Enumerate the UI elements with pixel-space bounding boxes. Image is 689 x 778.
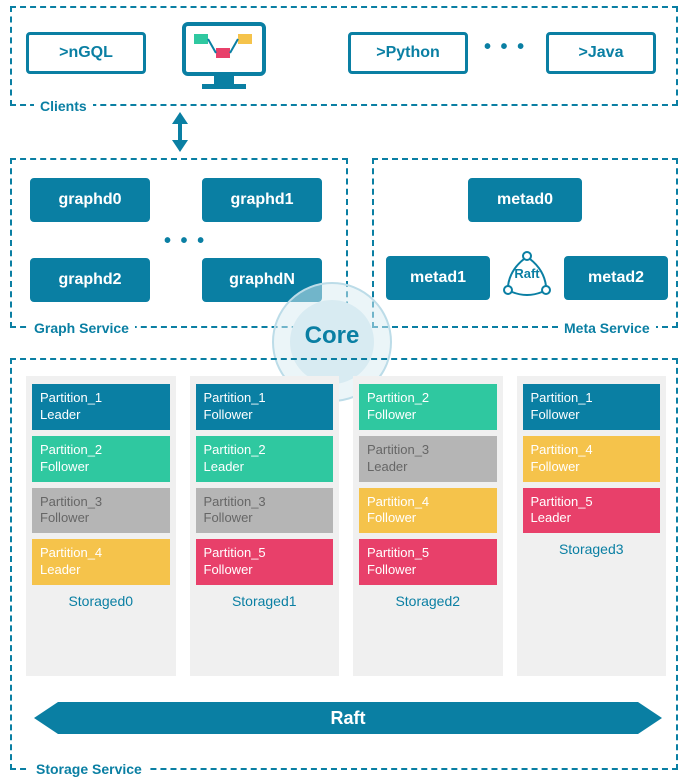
graph-service-label: Graph Service — [28, 320, 135, 336]
storage-name: Storaged0 — [32, 593, 170, 609]
graphdN-label: graphdN — [229, 271, 295, 289]
metad1-label: metad1 — [410, 269, 466, 287]
partition-box: Partition_2Follower — [32, 436, 170, 482]
core-label: Core — [300, 322, 364, 350]
partition-box: Partition_1Leader — [32, 384, 170, 430]
partition-box: Partition_2Leader — [196, 436, 334, 482]
metad1-box: metad1 — [386, 256, 490, 300]
storage-service-container: Partition_1LeaderPartition_2FollowerPart… — [10, 358, 678, 770]
graphd0-box: graphd0 — [30, 178, 150, 222]
graphd1-box: graphd1 — [202, 178, 322, 222]
partition-box: Partition_4Follower — [359, 488, 497, 534]
raft-bar-label: Raft — [331, 708, 366, 729]
raft-icon: Raft — [498, 246, 556, 304]
partition-box: Partition_3Follower — [32, 488, 170, 534]
partition-box: Partition_3Follower — [196, 488, 334, 534]
graph-dots: • • • — [164, 230, 206, 253]
partition-box: Partition_5Follower — [359, 539, 497, 585]
clients-dots: • • • — [484, 36, 526, 59]
ngql-label: >nGQL — [59, 44, 113, 62]
storage-name: Storaged1 — [196, 593, 334, 609]
graphd2-label: graphd2 — [58, 271, 121, 289]
storage-name: Storaged3 — [523, 541, 661, 557]
meta-service-container: metad0 metad1 metad2 Raft — [372, 158, 678, 328]
partition-box: Partition_2Follower — [359, 384, 497, 430]
clients-label: Clients — [34, 98, 93, 114]
partition-box: Partition_5Follower — [196, 539, 334, 585]
metad0-box: metad0 — [468, 178, 582, 222]
storage-column: Partition_1Follower Partition_4Follower Pa… — [517, 376, 667, 676]
python-label: >Python — [376, 44, 440, 62]
metad2-label: metad2 — [588, 269, 644, 287]
storage-service-label: Storage Service — [30, 761, 148, 777]
graphd2-box: graphd2 — [30, 258, 150, 302]
raft-label: Raft — [498, 266, 556, 281]
raft-bar: Raft — [58, 702, 638, 734]
java-box: >Java — [546, 32, 656, 74]
storage-column: Partition_1Leader Partition_2Follower Part… — [26, 376, 176, 676]
java-label: >Java — [579, 44, 624, 62]
meta-service-label: Meta Service — [558, 320, 656, 336]
partition-box: Partition_4Leader — [32, 539, 170, 585]
clients-graph-arrow-icon — [170, 112, 190, 157]
python-box: >Python — [348, 32, 468, 74]
partition-box: Partition_1Follower — [196, 384, 334, 430]
ngql-box: >nGQL — [26, 32, 146, 74]
partition-box: Partition_4Follower — [523, 436, 661, 482]
partition-box: Partition_3Leader — [359, 436, 497, 482]
storage-columns: Partition_1LeaderPartition_2FollowerPart… — [26, 376, 666, 676]
metad0-label: metad0 — [497, 191, 553, 209]
metad2-box: metad2 — [564, 256, 668, 300]
graphd0-label: graphd0 — [58, 191, 121, 209]
graphd1-label: graphd1 — [230, 191, 293, 209]
partition-box: Partition_1Follower — [523, 384, 661, 430]
storage-column: Partition_1Follower Partition_2Leader Part… — [190, 376, 340, 676]
monitor-icon — [178, 20, 270, 94]
clients-container: >nGQL >Python • • • >Java — [10, 6, 678, 106]
storage-column: Partition_2Follower Partition_3Leader Part… — [353, 376, 503, 676]
storage-name: Storaged2 — [359, 593, 497, 609]
partition-box: Partition_5Leader — [523, 488, 661, 534]
